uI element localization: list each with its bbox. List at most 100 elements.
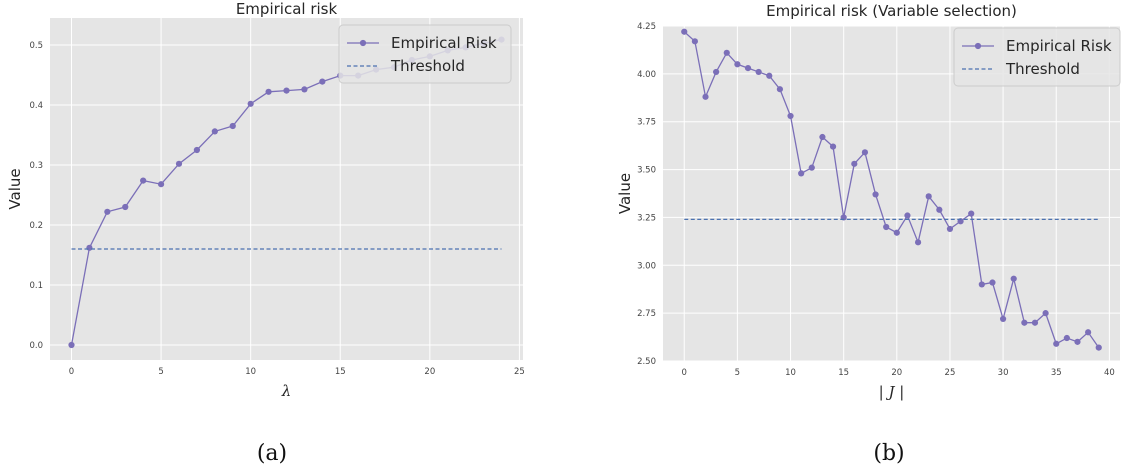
- chart2-x-tick-label: 30: [998, 368, 1009, 378]
- chart1-legend-risk-marker: [359, 39, 367, 47]
- chart1-risk-point: [104, 208, 111, 215]
- chart2-risk-point: [861, 149, 869, 156]
- chart2-caption: (b): [873, 441, 904, 466]
- chart1-y-tick-label: 0.0: [29, 341, 43, 351]
- chart1-x-tick-label: 5: [158, 367, 163, 377]
- chart1-risk-point: [301, 86, 308, 93]
- chart2-legend-risk-marker: [974, 42, 982, 50]
- chart1-risk-point: [86, 244, 93, 251]
- chart2-y-tick-label: 3.25: [637, 213, 656, 223]
- chart1-caption: (a): [257, 441, 287, 466]
- chart1-x-tick-label: 25: [514, 367, 525, 377]
- chart2-risk-point: [883, 223, 890, 231]
- chart1-risk-point: [68, 341, 75, 349]
- chart1-legend-label: Empirical Risk: [391, 34, 497, 52]
- chart1-legend-label: Threshold: [390, 57, 465, 75]
- chart1-title: Empirical risk: [236, 0, 338, 18]
- chart2-y-tick-label: 4.00: [637, 70, 656, 80]
- chart2-risk-point: [819, 133, 826, 141]
- chart2-risk-point: [1095, 344, 1102, 351]
- chart2-group: 0 5 10 15 20 25 30 35 40 2.50 2.75 3.00 3.25 3.50 3.75…: [616, 2, 1121, 466]
- chart2-title: Empirical risk (Variable selection): [766, 2, 1017, 20]
- chart2-risk-point: [914, 239, 922, 246]
- chart1-risk-point: [175, 160, 183, 167]
- chart2-y-axis-label: Value: [616, 173, 634, 214]
- chart2-risk-point: [1010, 275, 1017, 282]
- chart2-risk-point: [808, 164, 815, 171]
- chart1-risk-point: [193, 146, 201, 154]
- chart1-risk-point: [247, 100, 254, 107]
- chart2-x-tick-label: 15: [838, 368, 849, 378]
- chart2-y-tick-label: 3.50: [637, 166, 656, 176]
- chart1-risk-point: [265, 88, 272, 95]
- chart2-risk-point: [936, 206, 943, 213]
- chart1-x-tick-label: 15: [335, 367, 346, 377]
- chart2-risk-point: [713, 68, 720, 76]
- chart1-x-tick-label: 10: [245, 367, 256, 377]
- chart1-y-tick-label: 0.3: [29, 161, 43, 171]
- chart2-risk-point: [1021, 319, 1028, 326]
- chart1-risk-point: [157, 181, 165, 188]
- chart2-y-tick-label: 2.75: [637, 309, 656, 319]
- chart1-y-tick-label: 0.5: [29, 41, 43, 51]
- chart2-y-tick-label: 2.50: [637, 357, 656, 367]
- chart2-legend: [953, 27, 1121, 87]
- chart2-risk-point: [798, 170, 805, 177]
- chart1-risk-point: [122, 203, 129, 211]
- chart2-legend-label: Threshold: [1005, 60, 1080, 78]
- chart2-risk-point: [893, 229, 900, 236]
- chart2-risk-point: [1031, 319, 1039, 326]
- chart2-x-axis-label: | J |: [879, 383, 905, 401]
- chart2-x-tick-label: 35: [1051, 368, 1062, 378]
- chart2-risk-point: [904, 212, 911, 219]
- chart2-risk-point: [776, 86, 784, 93]
- chart2-x-tick-label: 20: [891, 368, 902, 378]
- chart2-x-tick-label: 40: [1104, 368, 1115, 378]
- chart1-risk-point: [211, 128, 218, 135]
- chart2-risk-point: [925, 193, 932, 200]
- chart2-risk-point: [691, 38, 698, 45]
- chart1-risk-point: [283, 87, 290, 94]
- chart2-risk-point: [755, 68, 762, 76]
- chart1-risk-point: [229, 122, 236, 130]
- chart2-risk-point: [744, 65, 752, 72]
- chart2-risk-point: [1063, 334, 1070, 342]
- chart2-risk-point: [989, 279, 996, 286]
- chart2-risk-point: [968, 210, 975, 217]
- chart2-risk-point: [1074, 338, 1081, 345]
- chart2-risk-point: [1053, 340, 1060, 347]
- chart2-risk-point: [702, 93, 709, 100]
- chart2-y-tick-label: 4.25: [637, 22, 656, 32]
- chart2-y-tick-label: 3.00: [637, 261, 656, 271]
- chart2-risk-point: [851, 160, 858, 167]
- chart2-risk-point: [787, 112, 794, 120]
- chart1-x-axis-label: λ: [281, 382, 292, 400]
- chart1-legend: [338, 24, 512, 84]
- chart2-y-tick-label: 3.75: [637, 118, 656, 128]
- chart2-risk-point: [872, 191, 879, 198]
- chart2-x-tick-label: 5: [735, 368, 740, 378]
- chart1-y-tick-label: 0.4: [29, 101, 43, 111]
- chart1-x-tick-label: 0: [69, 367, 74, 377]
- chart1-risk-point: [319, 78, 326, 85]
- chart2-risk-point: [766, 72, 773, 79]
- chart2-risk-line: [683, 31, 1100, 348]
- chart2-risk-point: [1042, 310, 1049, 317]
- chart2-risk-point: [681, 28, 688, 35]
- chart2-risk-point: [999, 315, 1007, 322]
- chart2-risk-point: [946, 225, 954, 233]
- chart2-x-tick-label: 10: [785, 368, 796, 378]
- chart1-y-tick-label: 0.1: [29, 281, 43, 291]
- chart2-risk-point: [723, 49, 730, 56]
- chart1-y-tick-label: 0.2: [29, 221, 43, 231]
- chart1-risk-point: [140, 177, 147, 184]
- chart2-x-tick-label: 25: [945, 368, 956, 378]
- chart2-risk-point: [829, 143, 837, 150]
- chart2-legend-label: Empirical Risk: [1006, 37, 1112, 55]
- chart2-risk-point: [1085, 329, 1092, 336]
- chart2-risk-point: [734, 61, 741, 68]
- chart1-group: 0 5 10 15 20 25 0.0 0.1 0.2 0.3 0.4 0.5 Empirical Ri…: [6, 0, 525, 466]
- chart1-x-tick-label: 20: [424, 367, 435, 377]
- chart2-x-tick-label: 0: [682, 368, 687, 378]
